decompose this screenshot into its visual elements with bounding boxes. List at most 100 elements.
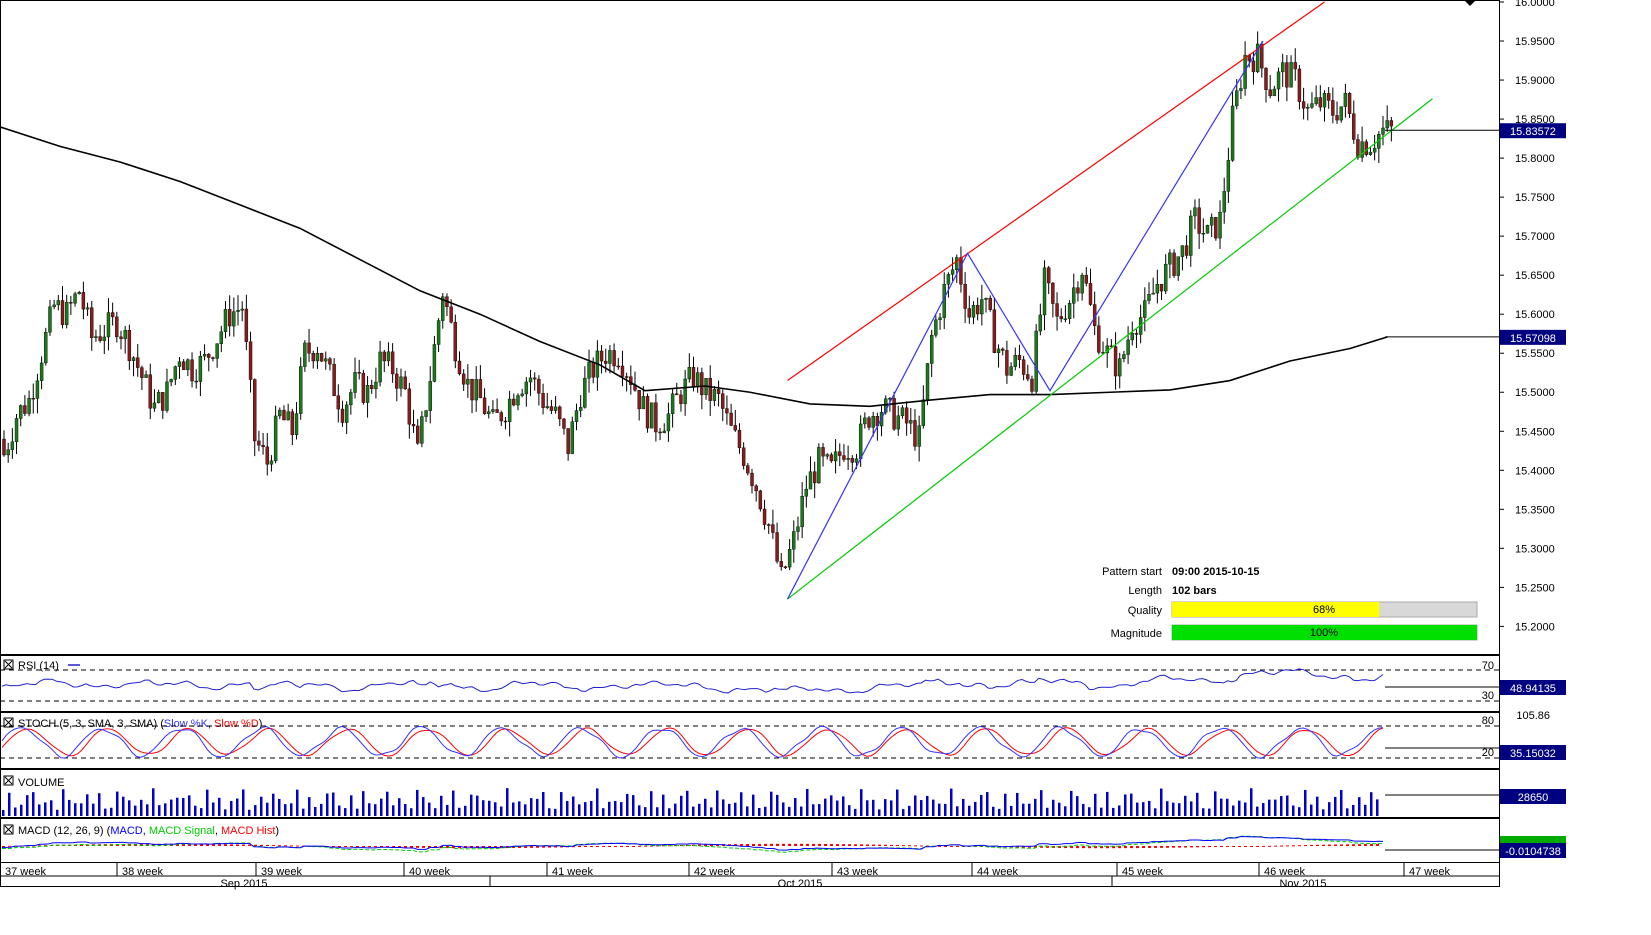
candle-body [207, 354, 211, 358]
scroll-marker-icon[interactable] [1464, 0, 1476, 6]
week-label: 39 week [261, 866, 302, 878]
macd-close-icon[interactable] [3, 824, 14, 835]
candle-body [779, 561, 783, 567]
macd-hist-bar [818, 843, 821, 846]
price-axis: 16.0000 15.9500 15.9000 15.8500 15.8000 15.75… [1500, 0, 1555, 633]
volume-bar [1136, 802, 1139, 816]
volume-bar [1088, 807, 1091, 816]
volume-bar [1292, 805, 1295, 816]
week-label: 40 week [409, 866, 450, 878]
quality-bar-text: 68% [1313, 604, 1335, 616]
candle-body [574, 410, 579, 422]
candle-body [282, 409, 286, 421]
volume-bar [782, 802, 785, 816]
volume-bar [272, 793, 275, 816]
volume-bar [44, 802, 47, 816]
macd-hist-bar [842, 844, 845, 846]
candle-body [545, 406, 549, 408]
macd-hist-bar [944, 845, 947, 847]
candle-body [904, 407, 909, 424]
volume-bar [1034, 798, 1037, 816]
week-label: 38 week [122, 866, 163, 878]
rsi-close-x [4, 660, 13, 669]
volume-bar [1274, 799, 1277, 816]
candle-body [1310, 103, 1314, 108]
volume-bar [464, 805, 467, 816]
volume-bar [542, 791, 545, 816]
candle-body [533, 377, 537, 380]
volume-bar [494, 802, 497, 816]
stoch-close-icon[interactable] [3, 717, 14, 728]
candle-body [1080, 274, 1084, 294]
candle-body [992, 309, 997, 353]
candle-body [683, 378, 687, 404]
volume-bar [74, 803, 77, 816]
volume-bar [1082, 803, 1085, 816]
stoch-close-x [4, 718, 13, 727]
candle-body [1218, 211, 1222, 239]
macd-hist-bar [1148, 846, 1151, 848]
candle-body [1130, 333, 1134, 341]
volume-bar [290, 803, 293, 816]
candle-body [1356, 139, 1360, 158]
candle-body [1331, 100, 1335, 116]
volume-bar [512, 802, 515, 816]
volume-bar [944, 803, 947, 816]
candle-body [566, 428, 570, 454]
candle-body [265, 446, 269, 465]
candle-body [679, 394, 683, 404]
candle-body [833, 451, 838, 462]
candle-body [491, 409, 495, 412]
volume-bar [932, 799, 935, 816]
candle-body [248, 341, 253, 380]
candle-body [211, 357, 215, 359]
candle-body [374, 381, 378, 390]
volume-bars [2, 788, 1379, 816]
rsi-value-box [1500, 680, 1566, 695]
volume-bar [146, 804, 149, 816]
candle-body [215, 343, 219, 359]
candle-body [403, 376, 407, 390]
macd-hist-bar [872, 844, 875, 846]
stoch-level-20-label: 20 [1482, 747, 1494, 759]
rsi-close-icon[interactable] [3, 659, 14, 670]
macd-hist-bar [278, 845, 281, 847]
volume-close-icon[interactable] [3, 775, 14, 786]
volume-bar [914, 795, 917, 816]
volume-bar [242, 789, 245, 816]
candle-body [198, 355, 203, 382]
volume-bar [638, 805, 641, 816]
volume-bar [362, 791, 365, 816]
volume-bar [1004, 793, 1007, 816]
macd-hist-bar [1346, 844, 1349, 846]
volume-bar [1100, 807, 1103, 816]
volume-bar [1052, 799, 1055, 816]
candle-body [516, 395, 520, 406]
macd-hist-bar [344, 846, 347, 847]
volume-value-box [1500, 789, 1566, 804]
macd-hist-bar [758, 843, 761, 846]
candle-body [1151, 292, 1155, 295]
volume-bar [578, 804, 581, 816]
volume-bar [14, 807, 17, 816]
candle-body [1113, 346, 1118, 377]
volume-bar [968, 805, 971, 816]
volume-bar [218, 797, 221, 816]
macd-hist-bar [806, 843, 809, 846]
macd-hist-bar [1370, 844, 1373, 846]
candle-body [1067, 303, 1072, 320]
macd-hist-bar [1124, 846, 1127, 849]
volume-bar [1106, 791, 1109, 816]
candle-body [850, 458, 854, 463]
volume-bar [1298, 807, 1301, 816]
volume-bar [524, 804, 527, 816]
candle-body [474, 379, 478, 401]
candle-body [44, 332, 48, 364]
rsi-line [1, 668, 1384, 694]
macd-hist-bar [290, 845, 293, 847]
candle-body [1126, 339, 1130, 355]
volume-bar [686, 790, 689, 816]
candle-body [1009, 366, 1013, 376]
macd-hist-bar [200, 843, 203, 846]
